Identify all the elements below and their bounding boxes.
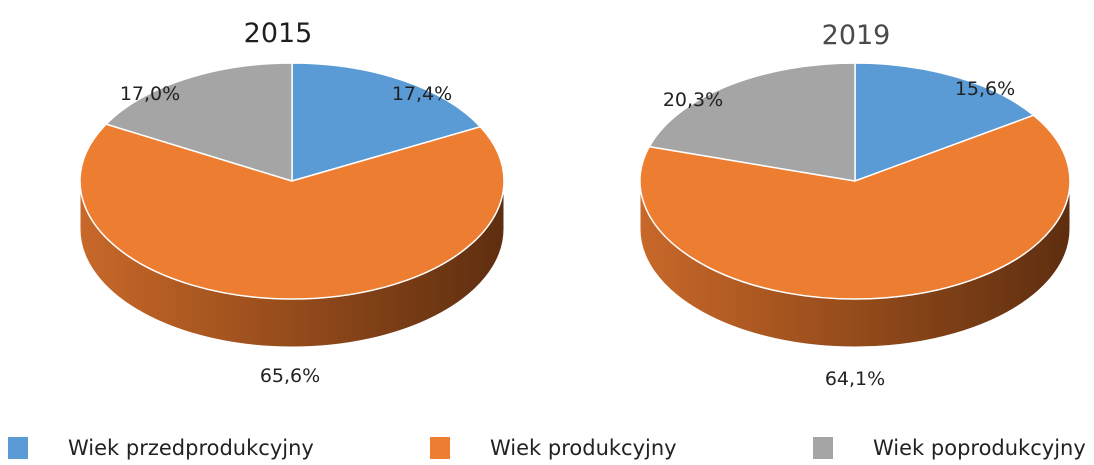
pie-slice bbox=[648, 62, 856, 182]
slice-data-label: 17,4% bbox=[392, 83, 452, 105]
legend-label: Wiek poprodukcyjny bbox=[873, 435, 1086, 460]
legend-label: Wiek przedprodukcyjny bbox=[68, 435, 314, 460]
legend-item-produkcyjny: Wiek produkcyjny bbox=[430, 430, 677, 465]
pie-chart-2015: 17,4% 65,6% 17,0% 2015 bbox=[79, 18, 505, 387]
chart-title: 2015 bbox=[244, 18, 313, 49]
slice-data-label: 64,1% bbox=[825, 368, 885, 390]
slice-data-label: 20,3% bbox=[663, 89, 723, 111]
slice-data-label: 15,6% bbox=[955, 78, 1015, 100]
pie-slice bbox=[291, 62, 482, 182]
legend-swatch bbox=[813, 436, 833, 459]
legend: Wiek przedprodukcyjny Wiek produkcyjny W… bbox=[0, 430, 1094, 465]
pie-slice bbox=[105, 62, 293, 182]
pie-chart-2019: 15,6% 64,1% 20,3% 2019 bbox=[639, 20, 1071, 390]
pie-slice bbox=[639, 114, 1071, 300]
pie-charts: 17,4% 65,6% 17,0% 2015 15,6% 64,1% 20,3% 2019 bbox=[79, 18, 1071, 390]
legend-item-poprodukcyjny: Wiek poprodukcyjny bbox=[813, 430, 1086, 465]
legend-swatch bbox=[8, 436, 28, 459]
pie-slice bbox=[854, 62, 1035, 182]
chart-title: 2019 bbox=[822, 20, 891, 51]
slice-data-label: 65,6% bbox=[260, 365, 320, 387]
pie-slice bbox=[79, 123, 505, 300]
legend-swatch bbox=[430, 436, 450, 459]
legend-label: Wiek produkcyjny bbox=[490, 435, 677, 460]
legend-item-przedprodukcyjny: Wiek przedprodukcyjny bbox=[8, 430, 314, 465]
slice-data-label: 17,0% bbox=[120, 83, 180, 105]
